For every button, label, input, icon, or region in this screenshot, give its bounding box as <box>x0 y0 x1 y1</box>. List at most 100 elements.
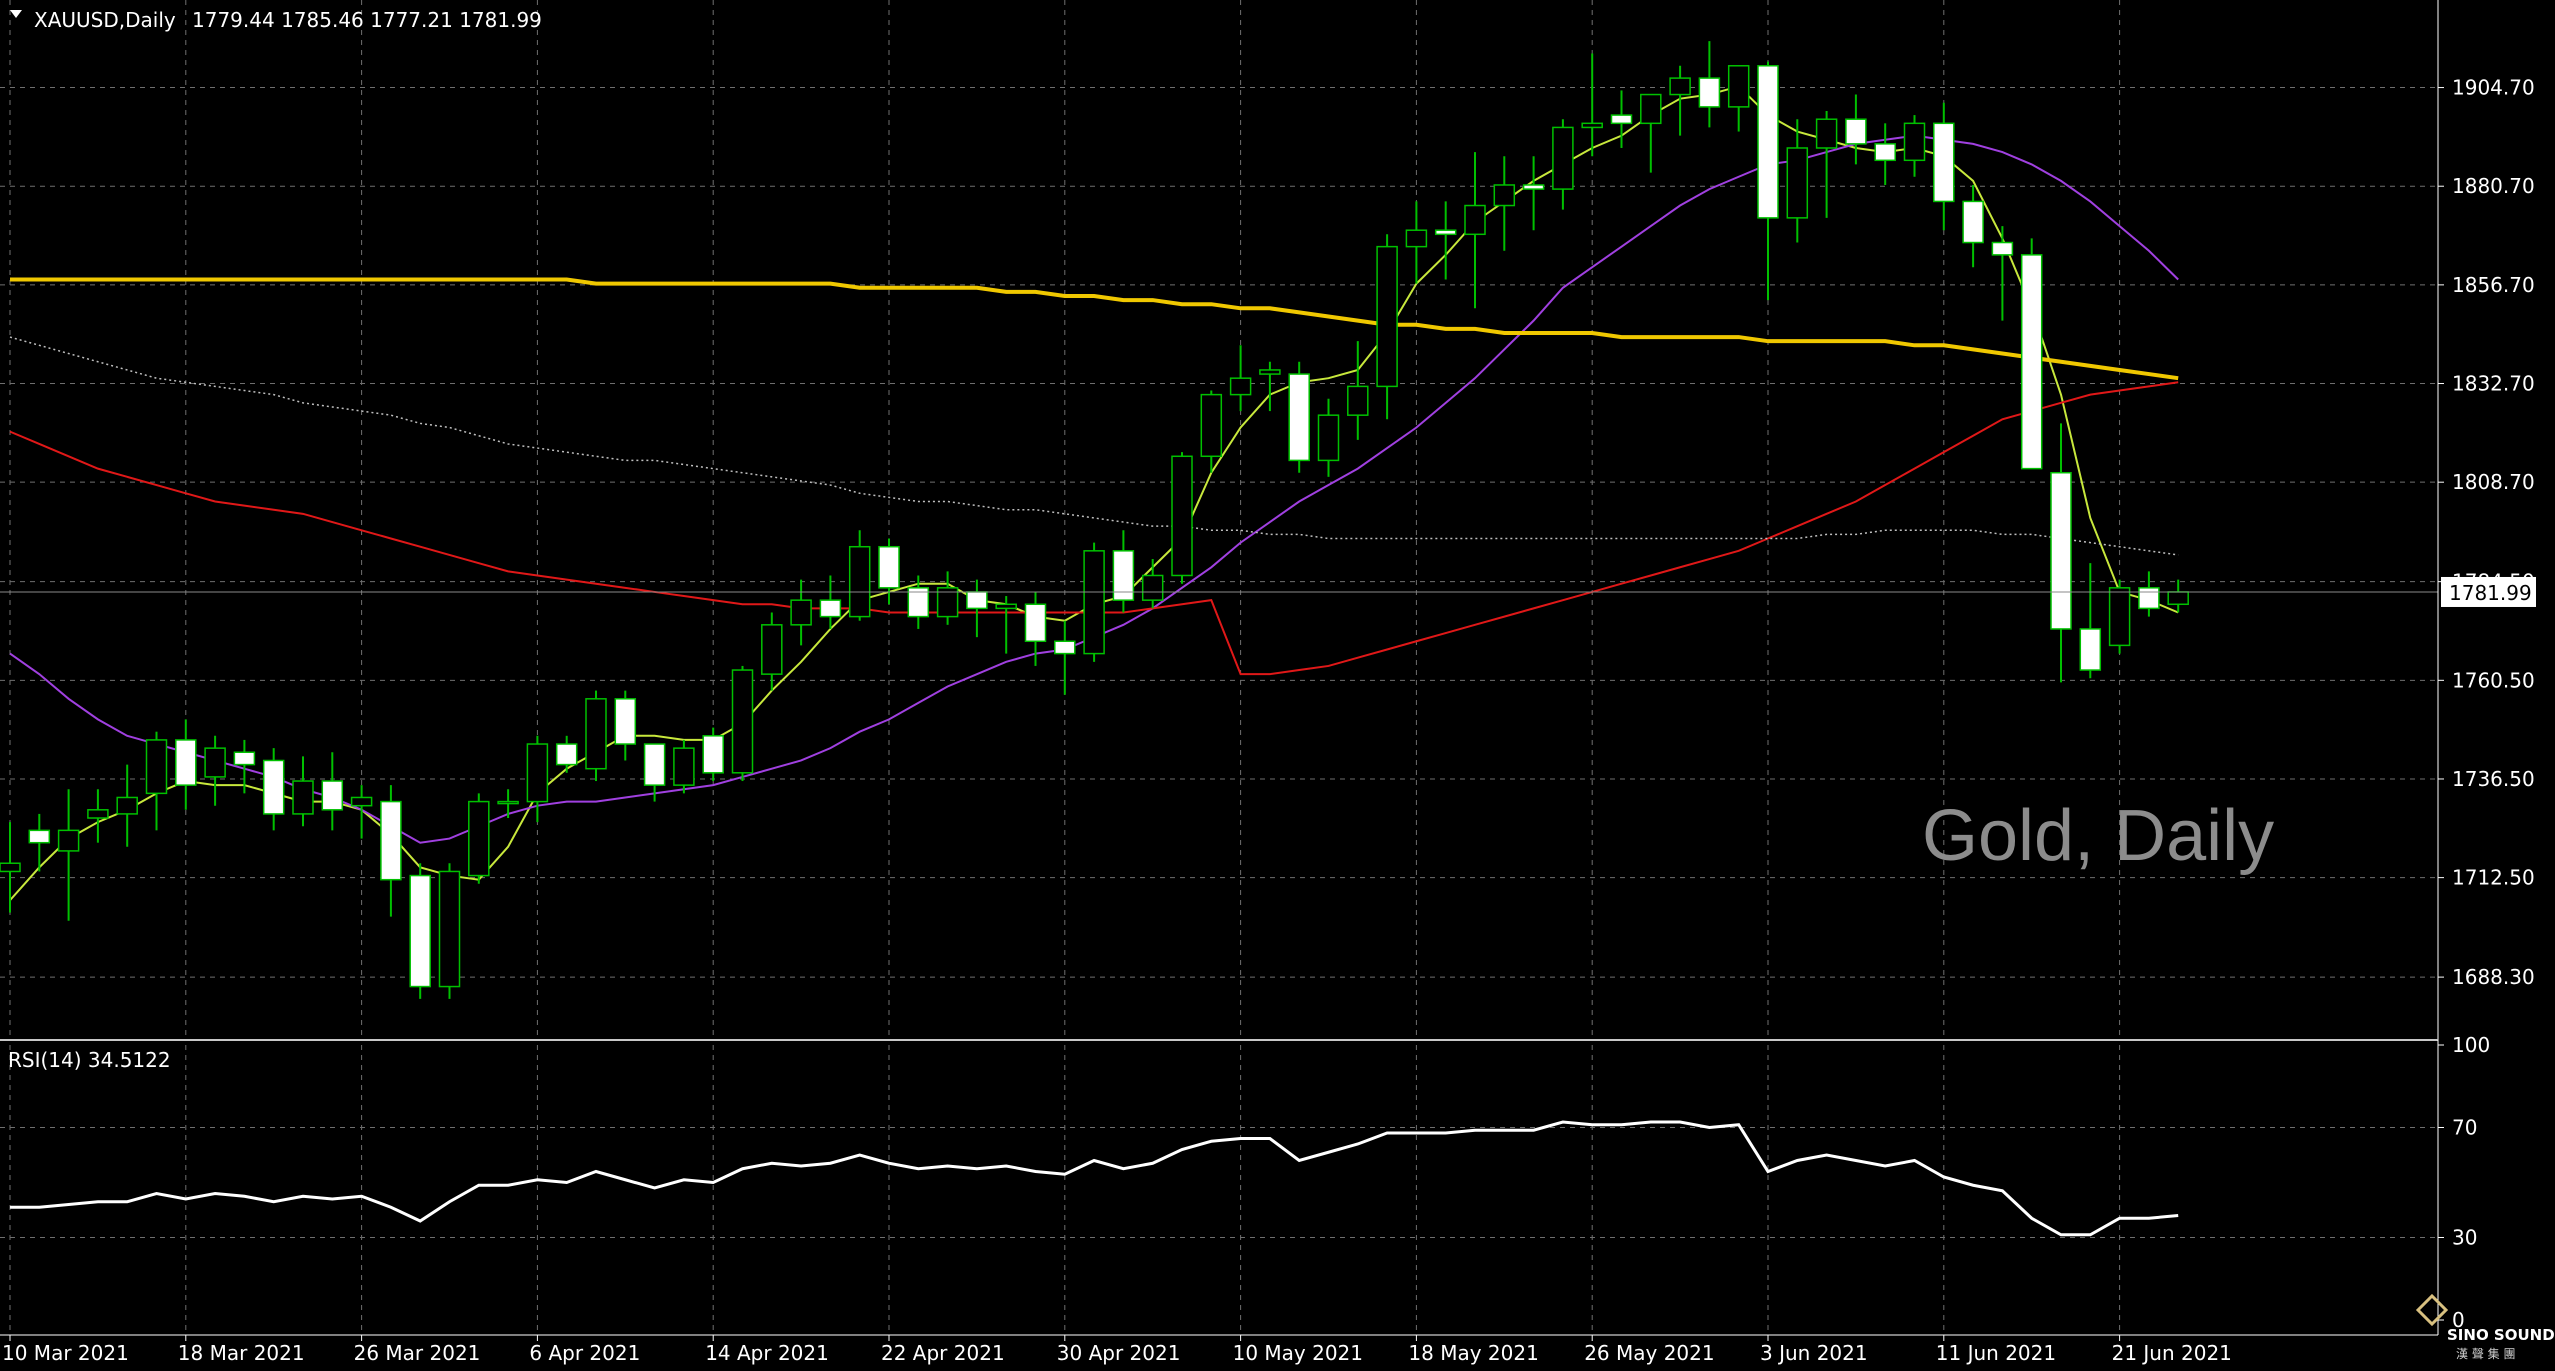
candle <box>1991 226 2014 321</box>
candle <box>0 822 21 913</box>
time-tick-label: 21 Jun 2021 <box>2112 1341 2232 1365</box>
price-panel[interactable]: Gold, Daily XAUUSD,Daily 1779.44 1785.46… <box>0 0 2438 1040</box>
candle <box>1200 390 1223 473</box>
candle <box>2050 423 2072 683</box>
candle <box>350 785 373 839</box>
candle-body-bull <box>585 698 607 770</box>
ohlc-values: 1779.44 1785.46 1777.21 1781.99 <box>192 8 542 32</box>
candle-body-bull <box>526 743 549 803</box>
candle <box>1376 234 1398 420</box>
candle-body-bull <box>1464 204 1486 236</box>
candle <box>614 690 637 761</box>
candle-body-bull <box>497 800 519 805</box>
candle-body-bull <box>1640 93 1662 125</box>
candle <box>87 789 109 843</box>
candle <box>2167 579 2189 613</box>
candle-body-bear <box>2050 471 2072 630</box>
candle-body-bear <box>1288 373 1310 462</box>
candle <box>1845 94 1867 165</box>
candle-body-bull <box>57 829 80 852</box>
candle <box>1317 398 1340 477</box>
candle-body-bear <box>233 751 256 766</box>
candle-body-bull <box>0 862 21 873</box>
time-tick-label: 6 Apr 2021 <box>529 1341 640 1365</box>
candle-body-bull <box>350 796 373 807</box>
price-tick-label: 1880.70 <box>2452 174 2535 198</box>
rsi-tick-label: 0 <box>2452 1308 2465 1332</box>
current-price-label: 1781.99 <box>2441 576 2536 607</box>
time-tick-label: 3 Jun 2021 <box>1760 1341 1868 1365</box>
collapse-arrow-icon[interactable] <box>10 10 22 18</box>
candle <box>761 612 783 691</box>
price-axis[interactable]: 1688.301712.501736.501760.501784.501808.… <box>2438 76 2535 990</box>
candle <box>497 789 519 819</box>
candle-body-bear <box>1610 114 1633 125</box>
candle <box>1786 119 1809 243</box>
candle-body-bear <box>1024 603 1047 643</box>
candle <box>848 530 871 621</box>
candle-body-bear <box>2138 587 2160 610</box>
price-tick-label: 1808.70 <box>2452 470 2535 494</box>
candle <box>292 756 314 827</box>
candle <box>2020 238 2043 470</box>
candle-body-bull <box>1083 550 1105 655</box>
candle <box>731 665 754 782</box>
candle-body-bull <box>1200 393 1223 458</box>
symbol-label: XAUUSD,Daily <box>34 8 176 32</box>
ma-line-ma_long <box>10 277 2179 381</box>
candle <box>204 735 226 806</box>
rsi-axis[interactable]: 0 30 70 100 <box>2438 1033 2490 1332</box>
candle-body-bull <box>1347 385 1369 416</box>
candle-body-bull <box>116 796 138 815</box>
candle-body-bear <box>1054 640 1076 655</box>
candle <box>790 579 812 646</box>
candle <box>1112 530 1135 613</box>
rsi-tick-label: 100 <box>2452 1033 2490 1057</box>
candle-body-bull <box>1815 118 1838 149</box>
time-tick-label: 14 Apr 2021 <box>705 1341 829 1365</box>
candle <box>1962 184 1984 268</box>
logo-subtitle: 漢 聲 集 團 <box>2456 1346 2515 1361</box>
candle-body-bear <box>1434 229 1457 236</box>
candle-body-bull <box>204 747 226 778</box>
candle-body-bull <box>1229 377 1252 396</box>
candle-body-bull <box>1786 147 1809 219</box>
candle <box>380 785 402 917</box>
time-axis[interactable]: 10 Mar 2021 18 Mar 2021 26 Mar 2021 6 Apr 2… <box>2 1335 2232 1365</box>
ma-line-ma_dotted <box>9 336 2179 556</box>
candle-body-bear <box>966 591 988 610</box>
candle <box>585 690 607 782</box>
candle-body-bear <box>409 874 431 988</box>
candle-body-bear <box>1757 65 1779 219</box>
price-tick-label: 1856.70 <box>2452 273 2535 297</box>
candle <box>2138 571 2160 617</box>
candle-body-bull <box>2167 591 2189 606</box>
candle-body-bull <box>1581 122 1603 129</box>
candle <box>1640 93 1662 173</box>
candle-body-bear <box>1112 550 1135 601</box>
candle-body-bull <box>1405 229 1428 248</box>
candle <box>995 596 1017 654</box>
candle <box>2108 579 2131 654</box>
candlesticks <box>0 41 2189 999</box>
watermark: Gold, Daily <box>1922 796 2274 876</box>
candle-body-bull <box>1669 77 1691 96</box>
candle-body-bull <box>292 780 314 815</box>
candle-body-bear <box>1991 241 2014 256</box>
candle <box>936 571 959 625</box>
candle-body-bull <box>761 624 783 675</box>
candle-body-bull <box>1317 414 1340 462</box>
time-tick-label: 30 Apr 2021 <box>1057 1341 1181 1365</box>
candle <box>1903 115 1926 177</box>
candle <box>1229 345 1252 412</box>
candle-body-bear <box>907 587 930 618</box>
rsi-tick-label: 30 <box>2452 1226 2477 1250</box>
candle-body-bull <box>87 809 109 819</box>
rsi-panel[interactable]: RSI(14) 34.5122 <box>0 1045 2438 1335</box>
candle-body-bear <box>643 743 666 786</box>
candle <box>907 575 930 629</box>
candle <box>1610 90 1633 148</box>
candle <box>1054 620 1076 695</box>
